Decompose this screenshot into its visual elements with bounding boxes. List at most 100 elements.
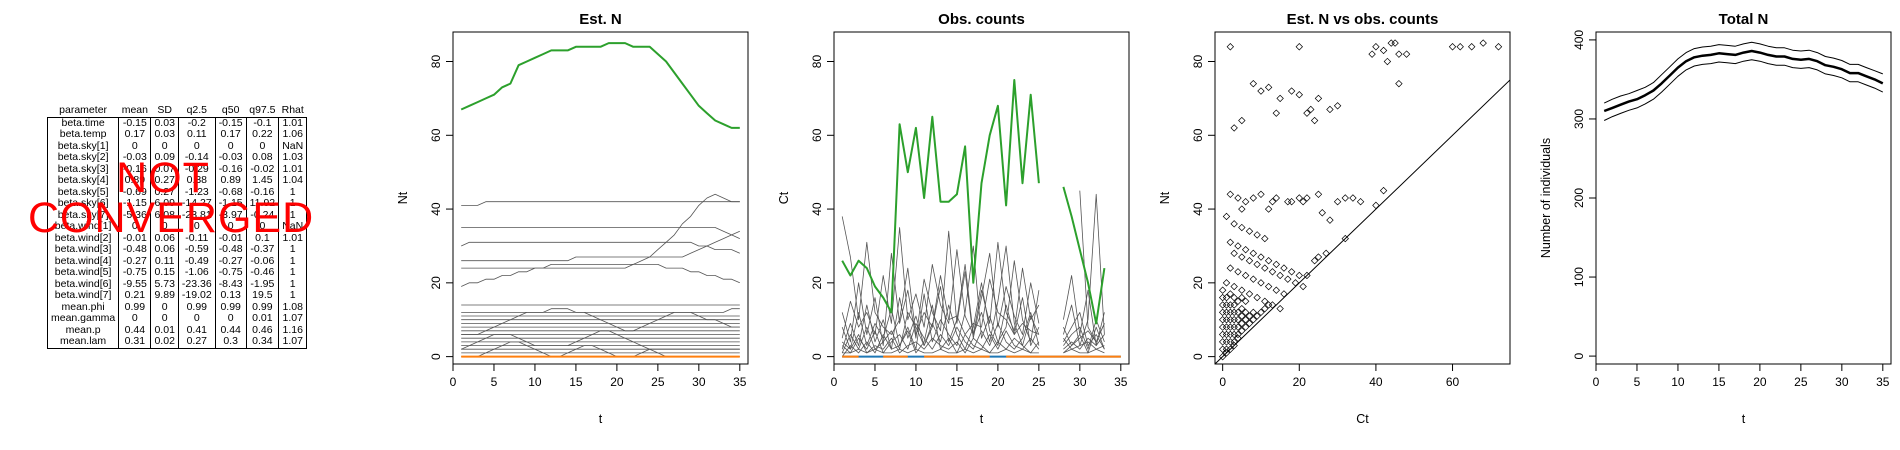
- table-cell: 1: [278, 289, 308, 302]
- scatter-point: [1261, 234, 1269, 243]
- table-cell: 6.09: [150, 197, 179, 210]
- y-axis-label: Number of individuals: [1539, 138, 1553, 258]
- series-line: [461, 308, 740, 335]
- table-cell: 0.11: [150, 255, 179, 267]
- table-cell: 1.06: [278, 128, 308, 141]
- table-cell: 0.17: [214, 128, 247, 141]
- table-cell: 1.07: [278, 312, 308, 325]
- column-header: q2.5: [186, 104, 208, 116]
- x-tick-label: 5: [491, 375, 498, 389]
- scatter-point: [1494, 43, 1503, 51]
- scatter-point: [1222, 212, 1231, 221]
- table-cell: 0.02: [150, 335, 179, 348]
- table-cell: 0: [150, 220, 179, 233]
- scatter-point: [1287, 268, 1296, 276]
- y-axis-label: Ct: [777, 191, 791, 204]
- table-cell: 0.27: [150, 174, 179, 187]
- scatter-point: [1303, 109, 1311, 117]
- scatter-point: [1372, 201, 1380, 210]
- chart-title: Obs. counts: [938, 11, 1025, 28]
- scatter-point: [1238, 327, 1246, 335]
- scatter-point: [1299, 282, 1307, 291]
- table-row: beta.wind[6] -9.55 5.73 -23.36 -8.43 -1.95 1: [46, 278, 308, 290]
- y-axis-label: Nt: [1158, 191, 1172, 204]
- table-cell: 0.07: [150, 163, 179, 175]
- scatter-point: [1318, 209, 1326, 217]
- table-cell: -0.48: [214, 243, 247, 256]
- table-cell: 0.3: [214, 335, 247, 348]
- scatter-point: [1218, 286, 1227, 294]
- scatter-point: [1238, 116, 1246, 125]
- table-cell: 1: [278, 255, 308, 267]
- x-tick-label: 25: [1032, 375, 1046, 389]
- table-row: beta.time -0.15 0.03 -0.2 -0.15 -0.1 1.01: [46, 117, 308, 129]
- scatter-point: [1226, 316, 1235, 324]
- table-row: beta.wind[2] -0.01 0.06 -0.11 -0.01 0.1 1.01: [46, 232, 308, 244]
- scatter-point: [1218, 352, 1227, 361]
- scatter-point: [1249, 79, 1258, 88]
- x-tick-label: 30: [1835, 375, 1849, 389]
- table-row: beta.sky[6] -1.15 6.09 -14.27 -1.15 11.92 1: [46, 197, 308, 210]
- table-cell: 0.01: [150, 324, 179, 336]
- scatter-point: [1230, 308, 1238, 317]
- x-tick-label: 0: [831, 375, 838, 389]
- scatter-point: [1222, 323, 1231, 331]
- scatter-point: [1234, 316, 1242, 324]
- table-row: beta.sky[5] -0.69 0.27 -1.23 -0.68 -0.16 1: [46, 186, 308, 198]
- scatter-point: [1257, 279, 1265, 287]
- scatter-point: [1314, 94, 1323, 103]
- table-row: beta.wind[4] -0.27 0.11 -0.49 -0.27 -0.06 1: [46, 255, 308, 267]
- scatter-point: [1295, 43, 1303, 51]
- scatter-point: [1303, 271, 1311, 280]
- scatter-point: [1295, 271, 1303, 280]
- scatter-point: [1222, 316, 1231, 324]
- scatter-point: [1234, 268, 1242, 276]
- scatter-point: [1257, 87, 1265, 95]
- series-line: [461, 241, 740, 254]
- scatter-point: [1268, 301, 1277, 309]
- scatter-point: [1456, 43, 1464, 51]
- x-tick-label: 20: [610, 375, 624, 389]
- chart-panel-4: 0 5 10 15 20 25 30 35 0 100 200 300 400 Total N t Numbe…: [1539, 11, 1892, 426]
- plot-frame: [1214, 31, 1511, 365]
- series-line: [841, 245, 1105, 350]
- table-cell: 1.03: [278, 151, 308, 164]
- series-line: [841, 193, 1105, 346]
- x-tick-label: 30: [1073, 375, 1087, 389]
- y-tick-label: 80: [810, 55, 824, 69]
- table-cell: -0.16: [214, 163, 247, 175]
- table-cell: 0: [214, 140, 247, 152]
- table-cell: 1: [278, 266, 308, 279]
- table-cell: 0: [150, 301, 179, 313]
- scatter-point: [1287, 197, 1296, 206]
- x-tick-label: 25: [1794, 375, 1808, 389]
- scatter-point: [1234, 323, 1242, 331]
- scatter-point: [1314, 253, 1323, 261]
- scatter-point: [1230, 338, 1238, 346]
- table-cell: 0: [150, 312, 179, 325]
- scatter-point: [1226, 308, 1235, 317]
- scatter-point: [1230, 293, 1238, 302]
- scatter-point: [1395, 79, 1403, 88]
- scatter-point: [1295, 91, 1303, 99]
- scatter-point: [1295, 194, 1303, 202]
- table-cell: 9.89: [150, 289, 179, 302]
- x-tick-label: 60: [1446, 375, 1460, 389]
- table-cell: -0.27: [214, 255, 247, 267]
- scatter-point: [1245, 257, 1254, 265]
- table-cell: 1.01: [278, 232, 308, 244]
- table-cell: 0: [150, 140, 179, 152]
- scatter-point: [1218, 316, 1227, 324]
- scatter-point: [1238, 304, 1246, 313]
- table-cell: 1: [278, 209, 308, 221]
- scatter-point: [1395, 50, 1403, 58]
- x-tick-label: 20: [991, 375, 1005, 389]
- chart-title: Est. N: [579, 11, 622, 28]
- series-line: [460, 42, 740, 129]
- y-tick-label: 20: [810, 276, 824, 290]
- scatter-point: [1230, 341, 1238, 350]
- scatter-point: [1249, 194, 1258, 202]
- table-row: beta.sky[1] 0 0 0 0 0 NaN: [46, 140, 308, 152]
- table-cell: -0.75: [214, 266, 247, 279]
- x-tick-label: 35: [1876, 375, 1890, 389]
